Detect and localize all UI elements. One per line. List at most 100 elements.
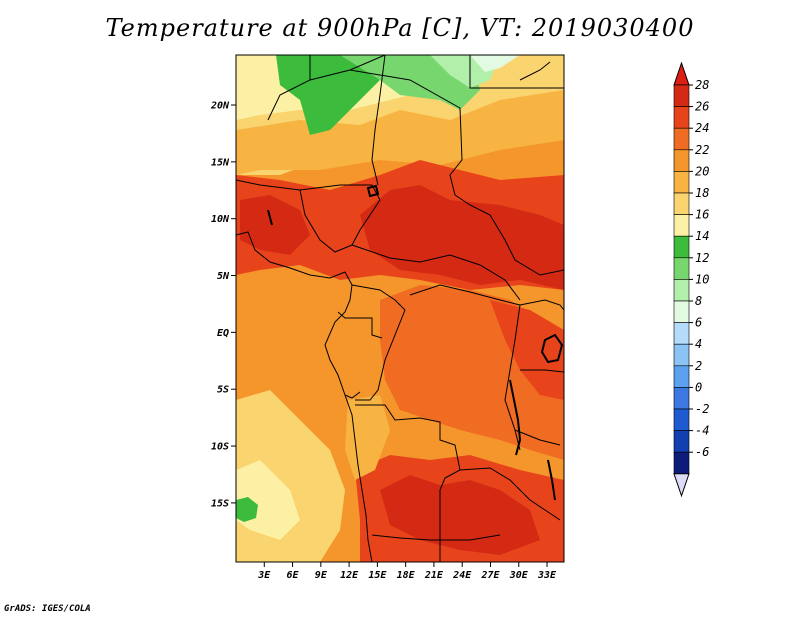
angola-border-2 [371,534,501,541]
colorbar-label: 4 [695,337,702,351]
colorbar-swatch [673,235,690,259]
sahara-border-1 [267,55,311,121]
lake-volta [267,209,273,226]
colorbar-swatch [673,365,690,388]
field-ocean-14 [236,497,258,522]
colorbar-top-triangle [673,61,690,86]
colorbar-label: 2 [695,359,702,373]
east-africa-border-1 [519,299,564,311]
sahel-border-2 [454,194,564,276]
lon-tick-label: 18E [397,570,416,581]
colorbar-label: 28 [695,78,709,92]
field-sahara-8 [470,55,520,72]
lake-chad [366,184,380,198]
colorbar-swatch [673,171,690,194]
colorbar-label: 22 [695,143,709,157]
cabinda-border [344,391,361,399]
field-sahara-20 [236,90,564,175]
lake-tanganyika [509,379,522,456]
colorbar-label: 16 [695,208,709,222]
lake-victoria [540,333,564,364]
temperature-field [236,55,564,562]
lat-tick-label: 5S [217,385,229,396]
car-border [351,244,521,301]
lat-tick-label: 15N [211,157,230,168]
colorbar-swatch [673,451,690,475]
colorbar-label: 6 [695,316,702,330]
map-title: Temperature at 900hPa [C], VT: 201903040… [105,14,695,42]
colorbar-swatch [673,322,690,345]
colorbar-swatch [673,192,690,215]
lat-tick-label: 10N [211,214,230,225]
colorbar-label: 18 [695,186,709,200]
field-ocean-16 [236,460,300,540]
lon-tick-label: 33E [537,570,557,581]
lon-tick-label: 24E [452,570,472,581]
lat-tick-label: 20N [210,101,230,112]
lat-tick-label: 15S [211,498,229,509]
lat-tick-label: 5N [217,271,230,282]
east-africa-border-2 [520,369,564,373]
colorbar-label: 26 [695,100,709,114]
congo-border-2 [355,309,406,401]
lake-malawi [547,459,556,501]
colorbar-swatch [673,127,690,151]
lon-tick-label: 9E [315,570,328,581]
lon-tick-label: 27E [480,570,500,581]
colorbar-label: 20 [695,164,709,178]
colorbar-label: -6 [695,445,709,459]
colorbar-swatch [673,387,690,410]
colorbar-swatch [673,84,690,107]
colorbar-swatch [673,149,690,172]
nigeria-border [299,189,353,253]
borders [236,55,564,562]
map-frame [235,54,565,563]
field-west-28 [240,195,310,255]
colorbar-label: -2 [695,402,709,416]
colorbar-swatch [673,408,690,431]
colorbar-swatch [673,106,690,129]
field-sahel-28 [360,185,564,290]
field-coast-20 [345,395,390,480]
field-lakes-26 [490,300,564,400]
red-sea-coast [519,61,551,81]
lon-tick-label: 30E [509,570,529,581]
gabon-border [337,311,383,339]
west-africa-coastline [236,231,373,562]
map-axes: 3E 6E 9E 12E 15E 18E 21E 24E 27E 30E 33E 20N 15N 10N 5… [210,101,557,581]
drc-border-1 [409,284,521,306]
sahara-border-3 [371,55,386,186]
colorbar-label: 14 [695,229,709,243]
egypt-sudan-border [469,55,564,89]
colorbar-swatch [673,279,690,302]
colorbar-label: 10 [695,272,709,286]
colorbar-swatch [673,257,690,280]
colorbar-swatch [673,430,690,453]
colorbar-swatch [673,343,690,367]
lon-tick-label: 6E [287,570,300,581]
colorbar-swatch [673,214,690,237]
lat-tick-label: 10S [211,442,229,453]
sahel-border-1 [236,179,381,246]
lakes [267,184,564,501]
lon-tick-label: 21E [424,570,444,581]
field-sahara-14 [276,55,380,135]
colorbar-label: 12 [695,251,709,265]
colorbar-swatch [673,300,690,323]
tanzania-border [514,429,561,446]
sahara-border-4 [349,69,463,196]
zambia-border [459,467,561,521]
colorbar-bottom-triangle [673,473,690,498]
colorbar-label: 8 [695,294,702,308]
lat-tick-label: EQ [217,328,229,339]
lon-tick-label: 3E [257,570,271,581]
angola-border-1 [355,404,461,520]
lon-tick-label: 15E [368,570,387,581]
credit-text: GrADS: IGES/COLA [4,604,91,614]
colorbar-label: -4 [695,424,709,438]
colorbar-label: 24 [695,121,709,135]
lon-tick-label: 12E [340,570,359,581]
drc-border-2 [504,304,521,451]
